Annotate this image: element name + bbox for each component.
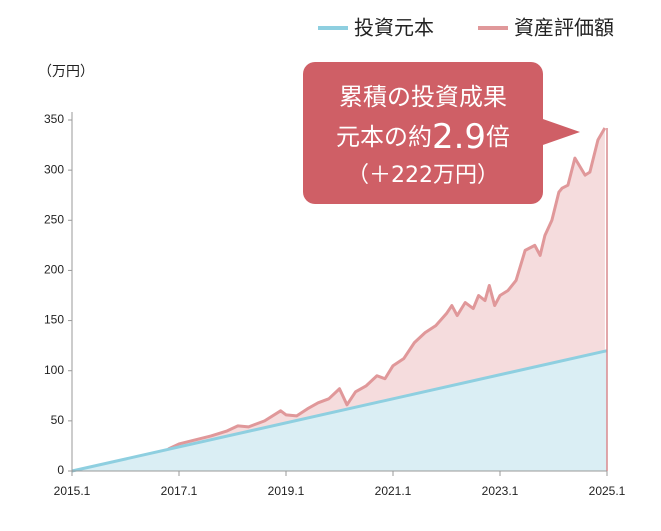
callout-text: 累積の投資成果 <box>339 83 507 111</box>
y-tick-label: 250 <box>44 212 64 226</box>
y-tick-label: 50 <box>51 413 65 427</box>
y-tick-label: 150 <box>44 313 64 327</box>
x-tick-label: 2019.1 <box>268 484 305 498</box>
y-tick-label: 100 <box>44 363 64 377</box>
x-tick-label: 2021.1 <box>375 484 412 498</box>
x-tick-label: 2025.1 <box>589 484 626 498</box>
callout-pointer <box>540 118 580 146</box>
callout-text: 倍 <box>486 123 510 151</box>
callout-text: 元本の約2.9倍 <box>336 117 510 157</box>
callout-text: （＋222万円） <box>347 163 499 188</box>
y-tick-label: 350 <box>44 112 64 126</box>
x-tick-label: 2015.1 <box>54 484 91 498</box>
callout: 累積の投資成果 元本の約2.9倍 （＋222万円） <box>303 62 580 204</box>
callout-text: 元本の約 <box>336 123 432 151</box>
line <box>71 349 608 473</box>
y-tick-label: 200 <box>44 263 64 277</box>
legend-label: 資産評価額 <box>514 16 614 40</box>
x-tick-label: 2017.1 <box>161 484 198 498</box>
y-tick-label: 0 <box>57 463 64 477</box>
callout-number: 2.9 <box>432 117 486 157</box>
legend-label: 投資元本 <box>354 16 434 40</box>
y-tick-label: 300 <box>44 162 64 176</box>
y-axis-label: （万円） <box>38 64 94 80</box>
line <box>167 127 607 451</box>
callout-box <box>303 62 543 204</box>
x-tick-label: 2023.1 <box>482 484 519 498</box>
